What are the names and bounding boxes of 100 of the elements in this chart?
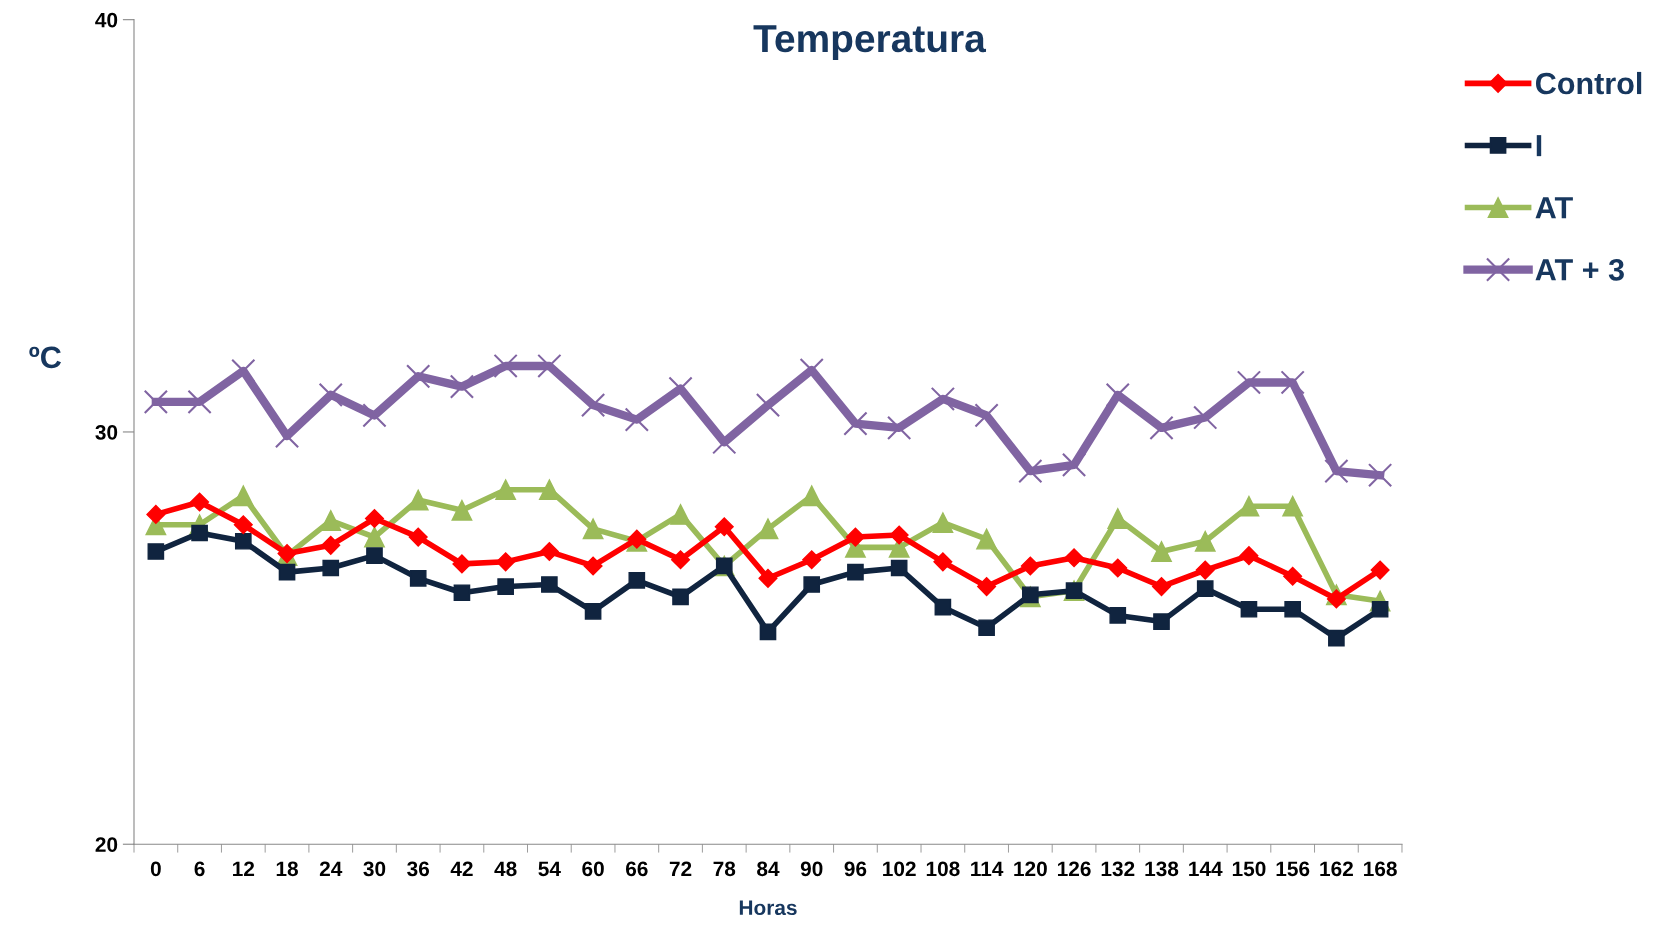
point [1370, 560, 1390, 580]
point [1020, 556, 1040, 576]
point [408, 527, 428, 547]
x-tick-label: 12 [233, 861, 255, 876]
point [757, 518, 779, 540]
point [668, 376, 693, 401]
point [1238, 495, 1260, 517]
point [802, 550, 822, 570]
point [801, 485, 823, 507]
point [1326, 589, 1346, 609]
x-tick-label: 108 [926, 861, 960, 877]
point [451, 499, 473, 521]
point [322, 559, 340, 577]
point [1107, 508, 1129, 529]
x-tick-label: 42 [450, 861, 473, 876]
point [934, 598, 952, 616]
point [406, 364, 431, 389]
chart-title: Temperatura [753, 25, 987, 61]
x-tick-label: 84 [757, 861, 780, 877]
point [932, 512, 954, 534]
point [976, 528, 998, 550]
point [978, 619, 995, 637]
y-axis-title: ºC [29, 346, 62, 369]
point [755, 393, 781, 418]
point [1282, 495, 1304, 517]
point [582, 518, 604, 540]
point [409, 569, 427, 587]
point [1239, 546, 1259, 566]
point [1108, 558, 1128, 578]
x-tick-label: 24 [319, 861, 343, 876]
point [147, 543, 165, 560]
x-tick-label: 156 [1276, 861, 1310, 877]
point [497, 578, 514, 595]
point [1194, 530, 1216, 552]
point [362, 403, 387, 428]
point [584, 602, 602, 620]
x-tick-label: 18 [276, 861, 298, 877]
point [232, 485, 254, 507]
x-tick-label: 168 [1364, 861, 1397, 877]
point [670, 503, 691, 525]
point [538, 479, 560, 501]
point [1193, 405, 1218, 430]
x-tick-label: 78 [713, 861, 736, 877]
point [1018, 458, 1043, 484]
point [1149, 415, 1174, 440]
point [495, 479, 517, 501]
point [671, 550, 691, 570]
point [714, 517, 734, 537]
point [1105, 382, 1130, 407]
x-tick-label: 132 [1101, 861, 1135, 877]
point [452, 554, 472, 574]
point [624, 407, 649, 432]
legend-label: AT [1535, 197, 1573, 219]
point [449, 374, 475, 399]
point [539, 541, 559, 562]
point [537, 353, 562, 379]
legend-label: Control [1535, 71, 1642, 95]
y-tick-label: 20 [95, 837, 118, 852]
point [847, 563, 864, 581]
x-tick-label: 48 [494, 861, 517, 877]
x-tick-label: 90 [800, 861, 823, 877]
point [1151, 577, 1172, 597]
x-tick-label: 6 [194, 861, 205, 877]
x-tick-label: 30 [363, 861, 386, 877]
point [1196, 580, 1214, 597]
x-tick-label: 120 [1014, 861, 1047, 877]
point [234, 532, 252, 550]
x-axis-title: Horas [739, 900, 797, 916]
point [759, 623, 777, 641]
x-tick-label: 60 [582, 861, 604, 877]
x-tick-label: 150 [1232, 861, 1266, 877]
point [974, 403, 999, 428]
point [1284, 600, 1302, 618]
point [1283, 566, 1303, 586]
x-tick-label: 72 [669, 861, 692, 876]
point [274, 423, 300, 449]
point [1367, 463, 1393, 488]
point [887, 415, 912, 440]
point [580, 393, 606, 418]
y-tick-label: 30 [95, 424, 118, 440]
x-tick-label: 66 [625, 861, 648, 877]
x-tick-label: 54 [538, 861, 561, 877]
point [231, 358, 256, 384]
point [889, 525, 909, 545]
point [803, 576, 821, 593]
point [843, 411, 868, 436]
point [278, 563, 296, 581]
point [1240, 600, 1258, 618]
point [191, 524, 208, 542]
point [930, 386, 956, 412]
point [977, 577, 997, 597]
point [146, 504, 166, 524]
point [366, 547, 383, 564]
point [628, 572, 646, 589]
point [1236, 370, 1262, 395]
legend-label: AT + 3 [1535, 259, 1624, 281]
point [407, 489, 429, 511]
point [318, 382, 343, 407]
legend-label: I [1536, 135, 1542, 157]
point [890, 559, 908, 577]
